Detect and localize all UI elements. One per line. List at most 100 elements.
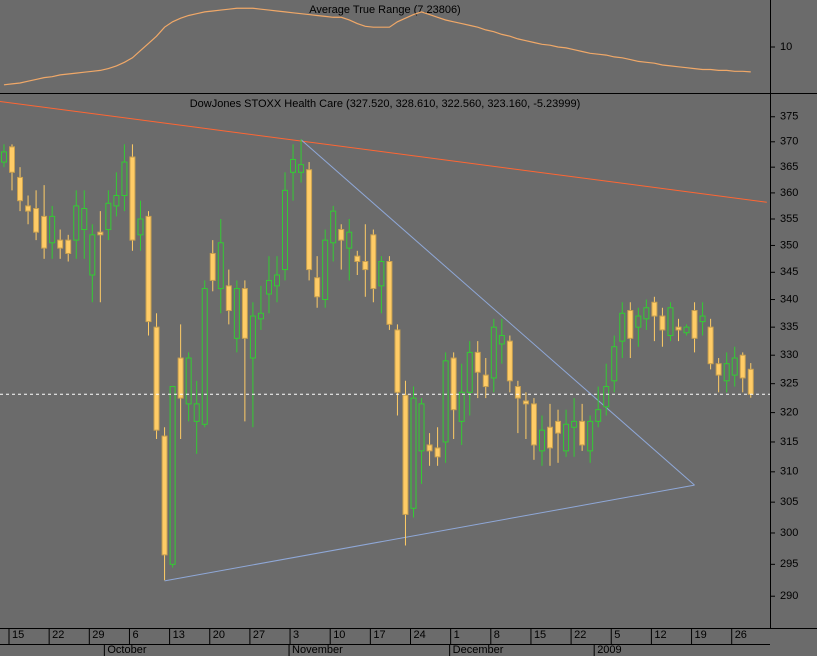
candle-body [362,261,369,271]
candle-body [177,357,184,399]
candle-body [402,394,409,515]
y-tick-label: 355 [780,213,798,225]
x-tick-label: 12 [654,629,666,641]
x-tick-label: 26 [735,629,747,641]
candle-body [522,400,529,405]
candle-body [33,208,40,233]
candle-body [394,329,401,393]
candle-body [225,285,232,312]
candle-body [193,403,200,422]
candle-body [643,307,650,320]
atr-line [3,7,751,86]
x-tick-label: 13 [173,629,185,641]
x-tick-label: 15 [534,629,546,641]
y-tick-label: 350 [780,239,798,251]
x-tick-label: 6 [132,629,138,641]
x-tick-label: 24 [414,629,426,641]
candle-body [185,357,192,405]
candle-body [538,429,545,452]
candle-body [273,274,280,287]
atr-title: Average True Range (7.23806) [309,4,460,16]
price-title: DowJones STOXX Health Care (327.520, 328… [190,98,581,110]
x-tick-label: 22 [52,629,64,641]
candle-body [81,208,88,231]
y-tick-label: 330 [780,349,798,361]
candle-body [129,156,136,241]
candle-body [619,312,626,342]
candle-body [233,288,240,339]
candle-body [121,161,128,196]
candle-body [161,435,168,556]
candle-body [547,426,554,449]
candle-body [715,363,722,376]
candle-body [65,239,72,254]
candle-body [563,423,570,452]
candle-body [426,444,433,452]
y-tick-label: 305 [780,496,798,508]
y-tick-label: 310 [780,466,798,478]
candle-body [105,202,112,231]
candle-body [137,218,144,236]
candle-body [731,357,738,376]
month-label: October [107,644,146,656]
trend-line [0,100,767,203]
candle-body [450,357,457,411]
candle-body [667,307,674,337]
candle-body [145,215,152,323]
x-tick-label: 20 [213,629,225,641]
candle-body [683,326,690,334]
candle-body [482,374,489,388]
candle-body [498,335,505,345]
candle-body [611,346,618,382]
candle-body [17,176,24,202]
candle-body [257,312,264,320]
x-tick-label: 10 [333,629,345,641]
y-tick-label: 320 [780,407,798,419]
y-tick-label: 325 [780,378,798,390]
candle-body [298,164,305,173]
trend-line [300,139,695,486]
candle-body [241,288,248,339]
candle-body [97,231,104,236]
x-tick-label: 8 [494,629,500,641]
candle-body [474,351,481,373]
candle-body [370,234,377,290]
candle-body [595,409,602,422]
candle-body [169,386,176,565]
candle-body [739,354,746,379]
candle-body [651,301,658,317]
candle-body [587,420,594,452]
candle-body [442,360,449,443]
candle-body [338,229,345,241]
candle-body [314,277,321,298]
candle-body [57,239,64,249]
candle-body [603,386,610,408]
candle-body [635,315,642,328]
candle-body [691,310,698,339]
candle-body [265,279,272,295]
candle-body [410,397,417,509]
x-tick-label: 17 [373,629,385,641]
candle-body [627,310,634,339]
candle-body [555,420,562,434]
month-label: December [453,644,504,656]
y-tick-label: 365 [780,161,798,173]
candle-body [217,242,224,290]
y-tick-label: 335 [780,321,798,333]
candle-body [41,215,48,249]
candle-body [73,205,80,241]
candle-body [153,326,160,431]
candle-body [675,326,682,331]
candle-body [354,255,361,263]
candle-body [89,234,96,276]
candle-body [209,252,216,281]
x-tick-label: 15 [12,629,24,641]
x-tick-label: 3 [293,629,299,641]
candle-body [306,169,313,271]
candle-body [346,231,353,249]
candle-body [571,420,578,428]
candle-body [418,403,425,452]
candle-body [282,189,289,271]
